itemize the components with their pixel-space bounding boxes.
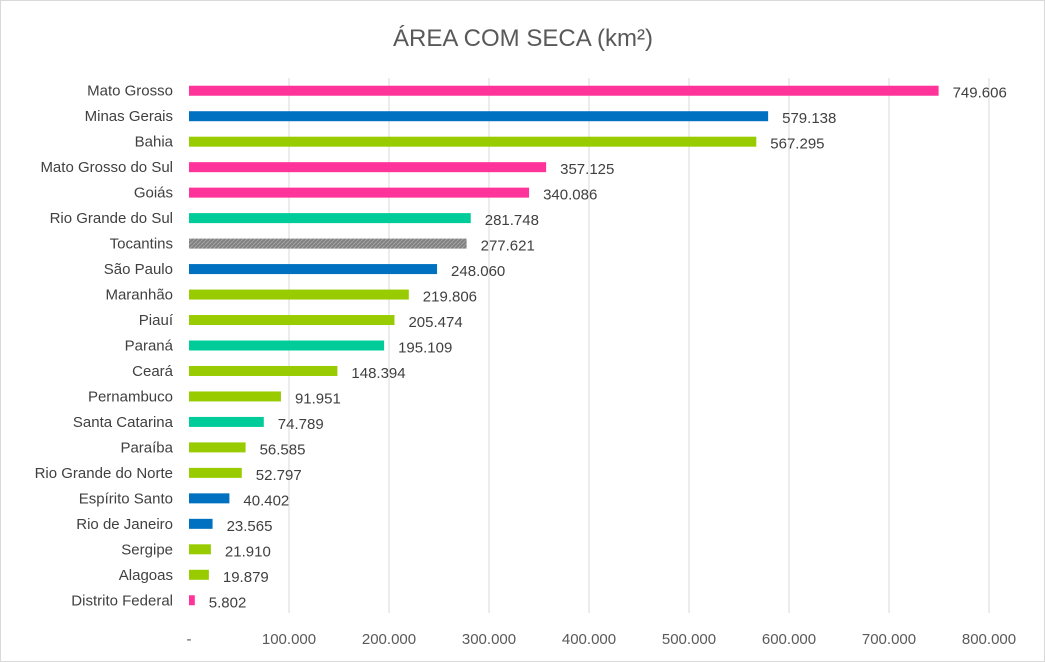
category-label: São Paulo <box>104 261 173 278</box>
value-labels: 749.606 579.138 567.295 357.125 340.086281.7… <box>209 85 1007 612</box>
x-tick-label: - <box>187 631 192 648</box>
data-label: 219.806 <box>423 289 477 306</box>
data-label: 281.748 <box>485 212 539 229</box>
data-label: 567.295 <box>770 136 824 153</box>
x-tick-label: 200.000 <box>362 631 416 648</box>
data-label: 205.474 <box>408 314 462 331</box>
bar <box>189 213 471 224</box>
category-label: Paraná <box>125 338 174 355</box>
bar <box>189 315 395 326</box>
bar <box>189 416 264 427</box>
data-label: 56.585 <box>260 441 306 458</box>
category-label: Distrito Federal <box>71 592 173 609</box>
bar <box>189 544 211 555</box>
data-label: 749.606 <box>953 85 1007 102</box>
bar <box>189 238 467 249</box>
bar <box>189 467 242 478</box>
category-label: Bahia <box>135 134 174 151</box>
category-label: Paraíba <box>120 439 173 456</box>
bar <box>189 518 213 529</box>
bar <box>189 289 409 300</box>
gridlines <box>288 78 990 613</box>
data-label: 340.086 <box>543 187 597 204</box>
bar <box>189 340 385 351</box>
bar <box>189 365 338 376</box>
category-label: Maranhão <box>105 287 173 304</box>
bars <box>189 85 939 606</box>
data-label: 277.621 <box>481 238 535 255</box>
bar <box>189 493 230 504</box>
category-label: Mato Grosso do Sul <box>40 159 173 176</box>
category-label: Piauí <box>139 312 174 329</box>
category-label: Espírito Santo <box>79 490 173 507</box>
data-label: 148.394 <box>351 365 405 382</box>
x-tick-label: 800.000 <box>962 631 1016 648</box>
category-label: Tocantins <box>110 236 173 253</box>
data-label: 579.138 <box>782 110 836 127</box>
x-tick-label: 300.000 <box>462 631 516 648</box>
category-label: Pernambuco <box>88 388 173 405</box>
data-label: 23.565 <box>227 518 273 535</box>
data-label: 91.951 <box>295 390 341 407</box>
bar <box>189 264 438 275</box>
x-tick-label: 500.000 <box>662 631 716 648</box>
category-label: Ceará <box>132 363 174 380</box>
category-label: Minas Gerais <box>85 108 173 125</box>
category-label: Rio de Janeiro <box>76 516 173 533</box>
category-label: Goiás <box>134 185 173 202</box>
bar <box>189 162 547 173</box>
category-label: Santa Catarina <box>73 414 174 431</box>
category-label: Sergipe <box>121 541 173 558</box>
x-tick-label: 100.000 <box>262 631 316 648</box>
data-label: 248.060 <box>451 263 505 280</box>
data-label: 19.879 <box>223 569 269 586</box>
data-label: 5.802 <box>209 594 247 611</box>
data-label: 40.402 <box>243 492 289 509</box>
data-label: 74.789 <box>278 416 324 433</box>
x-tick-label: 600.000 <box>762 631 816 648</box>
x-tick-label: 700.000 <box>862 631 916 648</box>
data-label: 52.797 <box>256 467 302 484</box>
data-label: 357.125 <box>560 161 614 178</box>
bar <box>189 85 939 96</box>
data-label: 195.109 <box>398 340 452 357</box>
bar <box>189 136 757 147</box>
bar <box>189 442 246 453</box>
category-label: Alagoas <box>119 567 173 584</box>
x-tick-label: 400.000 <box>562 631 616 648</box>
chart-title: ÁREA COM SECA (km²) <box>393 25 653 52</box>
bar <box>189 391 281 402</box>
bar <box>189 595 195 606</box>
category-label: Rio Grande do Sul <box>50 210 173 227</box>
category-labels: Mato Grosso Minas Gerais Bahia Mato Grosso … <box>35 83 174 610</box>
bar <box>189 187 530 198</box>
category-label: Mato Grosso <box>87 83 173 100</box>
x-axis-tick-labels: - 100.000 200.000 300.000 400.000 500.000 600.… <box>187 631 1017 648</box>
data-label: 21.910 <box>225 543 271 560</box>
category-label: Rio Grande do Norte <box>35 465 173 482</box>
bar <box>189 569 209 580</box>
bar <box>189 111 769 122</box>
